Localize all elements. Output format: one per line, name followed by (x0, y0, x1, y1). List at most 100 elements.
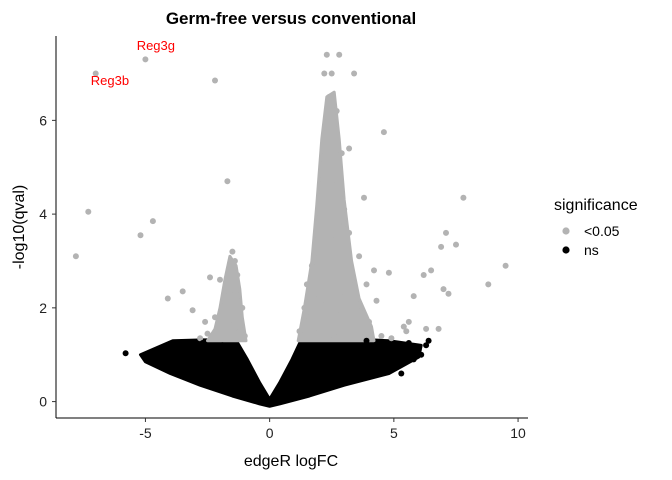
plot-area: Reg3g Reg3b (72, 38, 509, 408)
gene-annotation-reg3b: Reg3b (91, 73, 129, 88)
significant-point (331, 136, 338, 143)
legend-title: significance (554, 197, 638, 214)
significant-point (460, 194, 467, 201)
significant-point (333, 108, 340, 114)
ns-point (219, 342, 226, 349)
y-axis-ticks: 0 2 4 6 (39, 112, 56, 410)
significant-point (358, 328, 365, 335)
ns-point (390, 342, 397, 349)
significant-point (400, 323, 407, 330)
significant-point (234, 323, 241, 330)
ns-point (207, 351, 213, 358)
ns-point (358, 365, 365, 372)
ns-point (375, 351, 382, 358)
legend: significance <0.05 ns (554, 197, 638, 258)
significant-point (241, 333, 248, 339)
significant-point (231, 258, 238, 264)
ns-point (366, 347, 372, 353)
x-tick-label: -5 (139, 425, 152, 441)
significant-point (410, 293, 417, 300)
ns-point (179, 349, 186, 356)
significant-point (306, 314, 313, 321)
significant-point (323, 300, 330, 307)
significant-point (338, 309, 345, 316)
x-tick-label: 5 (390, 425, 398, 441)
significant-point (239, 304, 246, 311)
significant-point (219, 325, 226, 332)
significant-point (371, 267, 377, 274)
significant-point (440, 286, 447, 293)
significant-point (221, 302, 228, 309)
significant-point (326, 93, 333, 100)
significant-point (179, 288, 186, 295)
ns-point (395, 358, 402, 365)
data-points (72, 51, 509, 382)
gene-annotation-reg3g: Reg3g (137, 38, 175, 53)
significant-point (323, 51, 330, 58)
significant-point (428, 267, 435, 274)
significant-point (217, 276, 223, 283)
significant-point (363, 281, 370, 288)
significant-point (85, 208, 92, 215)
significant-point (204, 330, 211, 337)
significant-point (443, 229, 449, 236)
significant-point (313, 229, 320, 236)
significant-point (403, 328, 410, 335)
significant-point (346, 145, 353, 152)
significant-point (331, 333, 338, 339)
significant-point (336, 51, 343, 58)
ns-point (363, 337, 370, 344)
significant-point (316, 328, 323, 335)
ns-point (405, 340, 412, 346)
significant-point (445, 290, 452, 297)
x-tick-label: 0 (266, 425, 274, 441)
legend-swatch-sig (562, 227, 570, 235)
significant-point (331, 267, 338, 274)
ns-point (217, 375, 223, 382)
significant-point (321, 318, 328, 325)
significant-point (351, 70, 358, 77)
x-axis-title: edgeR logFC (244, 453, 338, 470)
significant-point (207, 274, 213, 281)
significant-point (229, 316, 236, 323)
y-tick-label: 4 (39, 206, 47, 222)
significant-point (318, 286, 325, 293)
ns-point (177, 342, 184, 349)
significant-point (212, 314, 218, 321)
y-tick-label: 6 (39, 112, 47, 128)
significant-point (328, 178, 335, 185)
significant-point (366, 318, 372, 325)
x-tick-label: 10 (510, 425, 526, 441)
significant-point (92, 70, 99, 77)
significant-point (189, 307, 196, 314)
significant-point (321, 215, 328, 222)
significant-point (348, 333, 355, 339)
ns-point (368, 372, 375, 379)
significant-point (336, 290, 343, 297)
significant-point (485, 281, 492, 288)
significant-point (226, 290, 233, 297)
significant-point (333, 234, 340, 241)
significant-point (423, 325, 430, 332)
significant-point (323, 122, 330, 129)
ns-point (415, 347, 422, 353)
ns-point (373, 361, 380, 368)
ns-point (199, 340, 206, 346)
sig-cloud-left-shape (206, 254, 248, 343)
significant-point (164, 295, 171, 302)
ns-point (356, 351, 363, 358)
ns-point (194, 358, 201, 365)
sig-cloud-right-shape (296, 90, 376, 343)
significant-point (346, 229, 353, 236)
significant-point-cloud (206, 90, 376, 343)
ns-cloud-shape (139, 336, 423, 408)
significant-point (373, 297, 380, 304)
significant-point (313, 272, 320, 278)
significant-point (328, 70, 335, 77)
significant-point (356, 253, 363, 260)
significant-point (311, 295, 318, 302)
significant-point (341, 220, 348, 227)
ns-point (425, 337, 432, 344)
significant-point (385, 269, 392, 276)
